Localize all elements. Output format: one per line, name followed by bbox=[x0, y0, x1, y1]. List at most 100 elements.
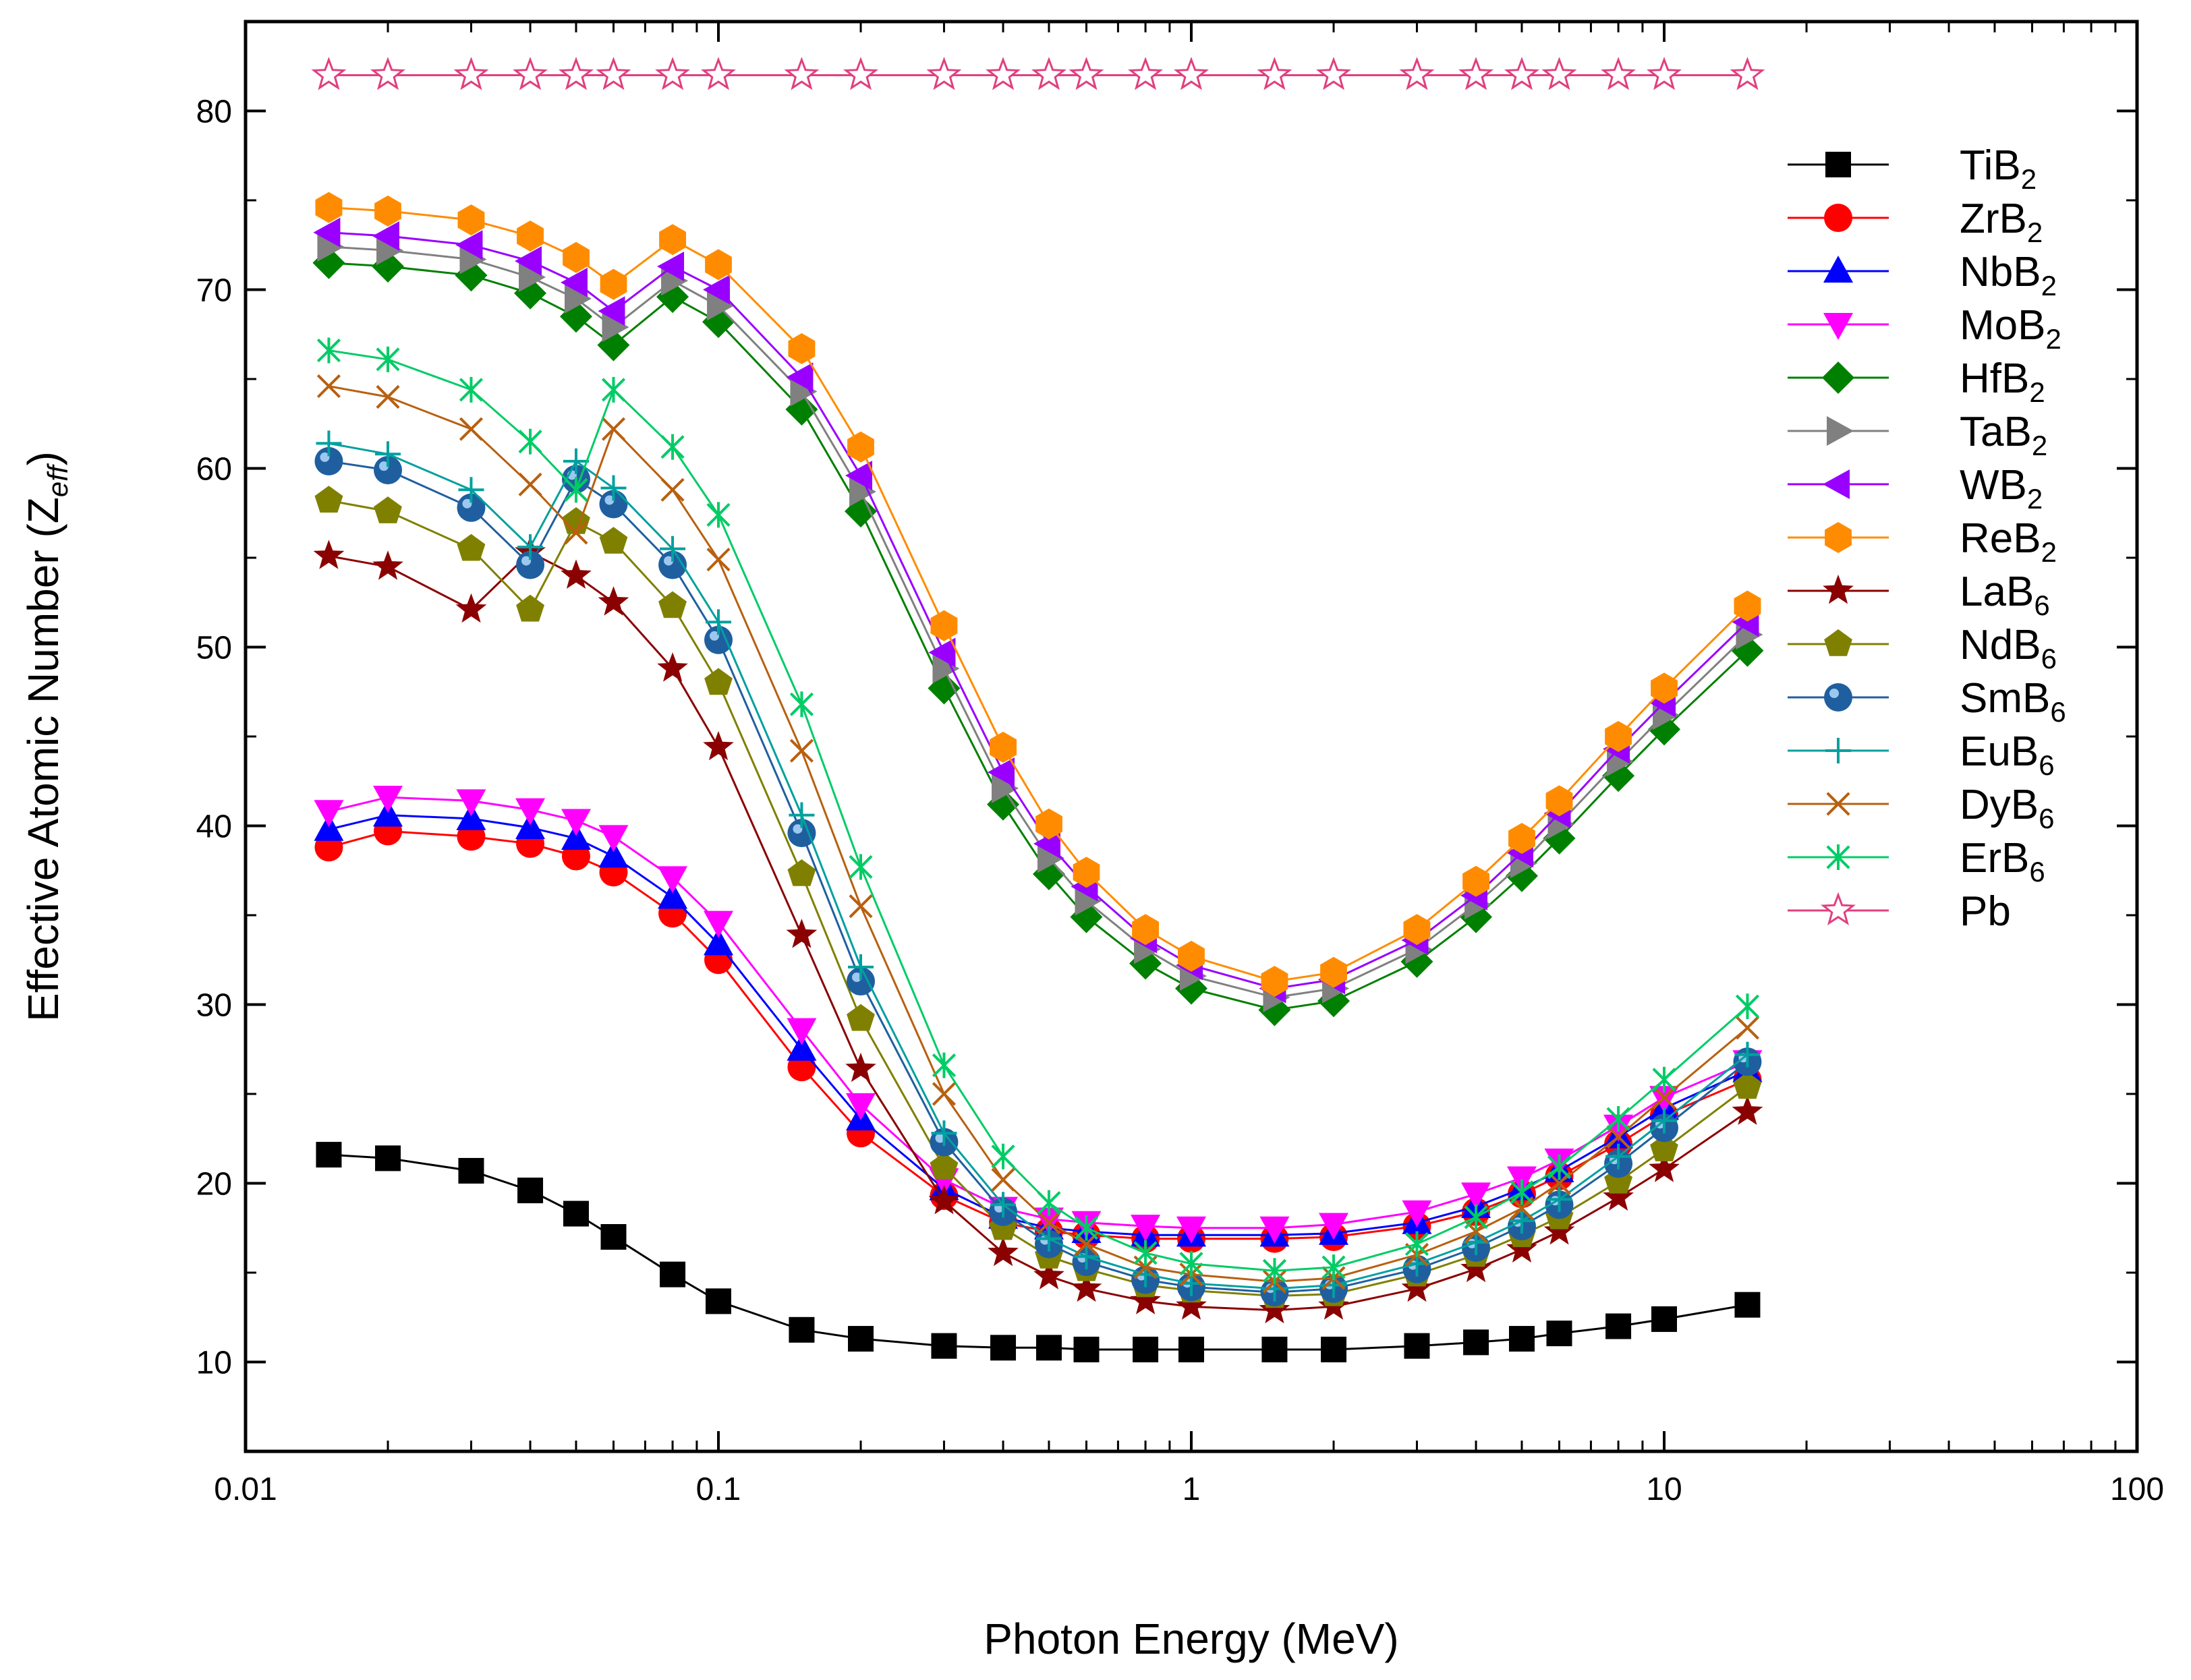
point-pb bbox=[559, 57, 594, 90]
x-tick-label: 0.1 bbox=[696, 1472, 741, 1507]
point-eub6 bbox=[1546, 1186, 1572, 1213]
point-smb6-highlight bbox=[935, 1133, 945, 1143]
legend-item-eub6: EuB6 bbox=[1788, 728, 2055, 781]
point-pb bbox=[784, 57, 820, 90]
legend-item-nbb2: NbB2 bbox=[1788, 249, 2057, 301]
point-pb bbox=[1257, 57, 1292, 90]
point-mob2 bbox=[373, 786, 403, 813]
point-tib2 bbox=[1463, 1329, 1489, 1356]
point-erb6 bbox=[316, 337, 341, 364]
point-dyb6 bbox=[376, 384, 400, 409]
legend-label-subscript: 6 bbox=[2039, 749, 2054, 781]
point-wb2 bbox=[845, 461, 873, 491]
point-erb6 bbox=[1133, 1240, 1158, 1266]
point-nbb2 bbox=[314, 813, 344, 841]
point-ndb6 bbox=[787, 859, 816, 886]
point-reb2 bbox=[315, 192, 343, 223]
point-lab6 bbox=[845, 1052, 876, 1082]
point-lab6 bbox=[1176, 1290, 1207, 1320]
point-dyb6 bbox=[1606, 1125, 1630, 1149]
point-tib2 bbox=[316, 1142, 342, 1168]
point-pb bbox=[311, 57, 347, 90]
legend-label-dyb6: DyB6 bbox=[1960, 782, 2055, 834]
point-dyb6-b bbox=[376, 384, 400, 409]
point-reb2 bbox=[1651, 672, 1678, 704]
point-mob2 bbox=[704, 910, 733, 938]
point-reb2 bbox=[1605, 721, 1632, 752]
point-nbb2 bbox=[456, 803, 486, 830]
point-pb bbox=[655, 57, 690, 90]
point-smb6-highlight bbox=[664, 556, 674, 566]
point-lab6 bbox=[1649, 1153, 1680, 1182]
legend-marker-wb2 bbox=[1823, 469, 1850, 499]
point-tab2 bbox=[992, 773, 1019, 803]
series-tib2 bbox=[316, 1142, 1761, 1362]
y-tick-label: 20 bbox=[196, 1167, 232, 1203]
series-lab6 bbox=[313, 536, 1763, 1324]
point-dyb6-b bbox=[316, 374, 341, 399]
legend-item-mob2: MoB2 bbox=[1788, 302, 2061, 355]
legend-item-erb6: ErB6 bbox=[1788, 835, 2045, 888]
point-mob2 bbox=[1461, 1182, 1491, 1210]
point-mob2 bbox=[1259, 1216, 1290, 1244]
point-reb2 bbox=[374, 195, 401, 227]
point-tib2 bbox=[563, 1200, 589, 1227]
point-lab6 bbox=[1071, 1272, 1102, 1302]
point-ndb6 bbox=[1733, 1072, 1762, 1099]
point-dyb6 bbox=[991, 1167, 1015, 1192]
point-dyb6-b bbox=[789, 738, 814, 763]
point-eub6 bbox=[316, 430, 342, 457]
legend-label-nbb2: NbB2 bbox=[1960, 249, 2057, 301]
point-dyb6 bbox=[932, 1082, 957, 1106]
point-reb2 bbox=[1261, 966, 1288, 997]
point-lab6 bbox=[1460, 1252, 1491, 1283]
point-tib2 bbox=[1178, 1336, 1204, 1362]
point-erb6 bbox=[932, 1052, 957, 1078]
point-eub6 bbox=[931, 1120, 957, 1147]
point-tib2 bbox=[1404, 1333, 1430, 1359]
point-wb2 bbox=[313, 217, 341, 248]
point-dyb6-b bbox=[660, 477, 685, 502]
point-pb bbox=[1031, 57, 1066, 90]
point-erb6 bbox=[1404, 1231, 1429, 1257]
point-lab6 bbox=[1259, 1294, 1290, 1324]
y-tick-label: 80 bbox=[196, 94, 232, 130]
legend: TiB2ZrB2NbB2MoB2HfB2TaB2WB2ReB2LaB6NdB6S… bbox=[1788, 142, 2066, 935]
legend-label-main: TiB bbox=[1960, 142, 2021, 189]
point-nbb2 bbox=[598, 840, 629, 868]
point-lab6 bbox=[598, 586, 629, 616]
point-eub6 bbox=[600, 475, 627, 501]
point-eub6 bbox=[458, 477, 484, 503]
point-erb6 bbox=[789, 691, 814, 718]
point-lab6 bbox=[1732, 1095, 1763, 1125]
legend-marker-smb6 bbox=[1824, 683, 1852, 712]
point-erb6 bbox=[849, 854, 873, 880]
point-dyb6-b bbox=[564, 521, 588, 545]
point-wb2 bbox=[598, 296, 625, 326]
point-erb6 bbox=[376, 346, 400, 372]
point-pb bbox=[843, 57, 878, 90]
series-hfb2 bbox=[312, 246, 1764, 1026]
point-smb6-highlight bbox=[793, 824, 803, 834]
point-lab6 bbox=[455, 593, 487, 623]
legend-label-main: HfB bbox=[1960, 355, 2029, 402]
legend-item-zrb2: ZrB2 bbox=[1788, 196, 2043, 248]
legend-label-tib2: TiB2 bbox=[1960, 142, 2037, 195]
point-smb6-highlight bbox=[462, 498, 472, 509]
point-dyb6 bbox=[849, 894, 873, 919]
point-dyb6-b bbox=[1652, 1085, 1676, 1109]
point-lab6 bbox=[1401, 1272, 1433, 1302]
point-tib2 bbox=[1546, 1321, 1572, 1347]
y-axis-title-end: ) bbox=[19, 451, 67, 465]
legend-marker-lab6 bbox=[1823, 575, 1854, 604]
legend-marker-eub6 bbox=[1825, 738, 1851, 763]
point-pb bbox=[1504, 57, 1539, 90]
legend-label-main: DyB bbox=[1960, 782, 2039, 828]
legend-label-subscript: 2 bbox=[2027, 216, 2043, 248]
point-eub6 bbox=[375, 441, 401, 467]
point-ndb6 bbox=[1650, 1134, 1678, 1161]
point-erb6 bbox=[564, 477, 588, 503]
legend-marker-smb6-highlight bbox=[1829, 689, 1839, 698]
y-tick-label: 40 bbox=[196, 809, 232, 845]
point-dyb6-b bbox=[1037, 1211, 1061, 1235]
